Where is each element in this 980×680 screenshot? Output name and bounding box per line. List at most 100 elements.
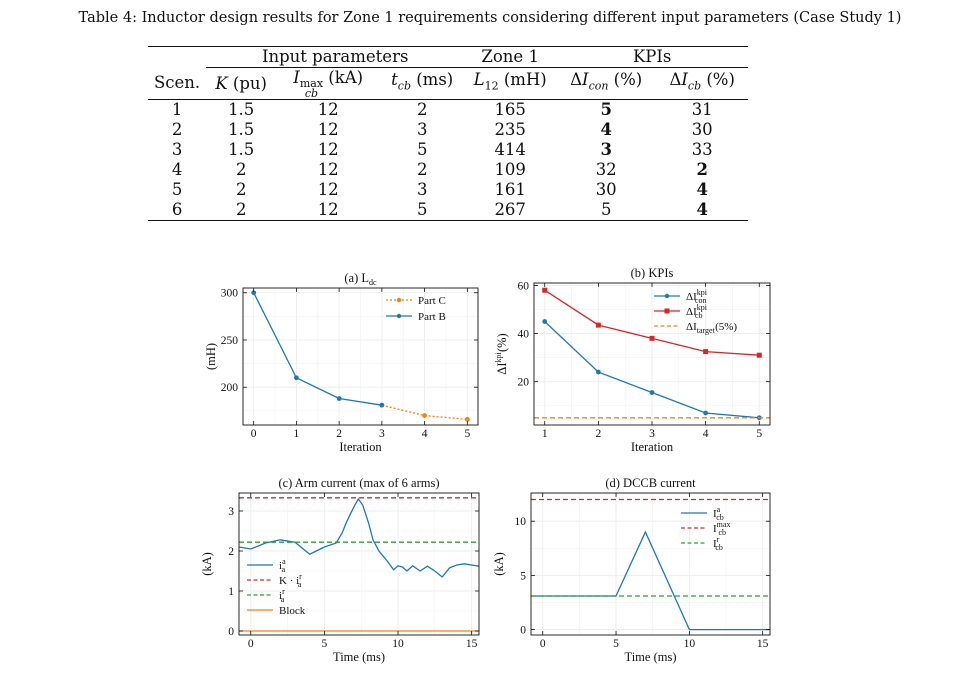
x-tick-label: 15	[466, 638, 478, 650]
y-tick-label: 1	[228, 586, 234, 598]
cell-icb: 12	[276, 200, 381, 221]
y-tick-label: 3	[228, 506, 234, 518]
cell-tcb: 3	[416, 180, 428, 199]
x-axis-label: Iteration	[631, 440, 674, 454]
x-tick-label: 1	[294, 428, 300, 440]
cell-icb: 12	[317, 160, 339, 179]
col-header-dicon: ΔIcon (%)	[556, 67, 657, 100]
x-tick-label: 0	[540, 638, 546, 650]
cell-scen: 3	[171, 140, 183, 159]
data-point	[703, 410, 709, 416]
legend-entry: ia a	[279, 557, 286, 574]
cell-dicon: 32	[595, 160, 617, 179]
col-header-scen: Scen.	[148, 67, 207, 100]
cell-k: 1.5	[228, 100, 255, 119]
data-point	[703, 349, 709, 355]
grid	[531, 493, 770, 635]
chart-b: 1 2 3 4 5 20 40 60 (b) KPIs Iteration ΔIkpi (%) ΔIk…	[494, 266, 771, 454]
data-point	[464, 416, 470, 422]
cell-dicb: 31	[691, 100, 713, 119]
data-point	[595, 322, 601, 328]
x-axis-label: Time (ms)	[333, 650, 385, 664]
table-row: 2 1.5 12 3 235 4 30	[148, 120, 748, 140]
cell-scen: 2	[171, 120, 183, 139]
cell-scen: 6	[148, 200, 207, 221]
legend-entry: Imax cb	[713, 520, 730, 537]
legend-entry: Ia cb	[713, 505, 724, 522]
legend-entry: K · ir a	[279, 572, 302, 589]
cell-tcb: 5	[380, 200, 465, 221]
table-row: 1 1.5 12 2 165 5 31	[148, 100, 748, 121]
legend: Ia cb Imax cb Ir cb	[681, 505, 730, 552]
y-tick-label: 250	[221, 335, 239, 347]
y-tick-label: 60	[518, 280, 530, 292]
cell-scen: 5	[171, 180, 183, 199]
y-axis-label: (kA)	[200, 552, 214, 576]
x-tick-label: 0	[251, 428, 257, 440]
grid	[239, 493, 479, 635]
cell-tcb: 2	[416, 160, 428, 179]
legend-entry: ΔItarget (5%)	[686, 321, 737, 335]
plot-frame	[238, 492, 480, 636]
cell-icb: 12	[317, 120, 339, 139]
table-caption: Table 4: Inductor design results for Zon…	[78, 10, 902, 26]
x-tick-label: 1	[542, 428, 548, 440]
chart-title: (d) DCCB current	[605, 476, 696, 490]
data-point	[422, 413, 427, 418]
x-tick-label: 10	[392, 638, 404, 650]
chart-c: 0 5 10 15 0 1 2 3 (c) Arm current (max of 6 arms…	[200, 476, 480, 664]
cell-dicb: 2	[696, 160, 708, 179]
x-tick-label: 15	[757, 638, 769, 650]
x-tick-label: 3	[379, 428, 385, 440]
col-header-tcb: tcb (ms)	[380, 67, 465, 100]
plot-frame	[530, 492, 771, 636]
cell-dicb: 4	[656, 200, 749, 221]
cell-dicb: 4	[696, 180, 708, 199]
cell-icb: 12	[317, 180, 339, 199]
x-tick-label: 5	[613, 638, 619, 650]
y-axis-label: (kA)	[492, 552, 506, 576]
cell-dicon: 30	[595, 180, 617, 199]
y-tick-label: 0	[228, 626, 234, 638]
cell-scen: 4	[171, 160, 183, 179]
results-table: Input parameters Zone 1 KPIs Scen. K (pu…	[148, 46, 749, 221]
series-line	[239, 497, 479, 578]
cell-tcb: 5	[416, 140, 428, 159]
cell-tcb: 3	[416, 120, 428, 139]
y-axis-label: ΔIkpi (%)	[494, 333, 509, 374]
legend-entry: ir a	[279, 587, 285, 604]
x-tick-label: 10	[684, 638, 696, 650]
data-point	[251, 290, 257, 296]
legend-entry: Part B	[418, 311, 446, 323]
y-tick-label: 40	[518, 329, 530, 341]
cell-dicon: 5	[556, 200, 657, 221]
legend-entry: ΔIkpi con	[686, 288, 708, 305]
series-line	[381, 404, 468, 420]
data-point	[542, 287, 548, 293]
series-line	[253, 292, 383, 406]
cell-k: 2	[235, 160, 247, 179]
cell-k: 2	[206, 200, 277, 221]
cell-l12: 235	[494, 120, 526, 139]
data-point	[595, 369, 601, 375]
cell-dicb: 33	[691, 140, 713, 159]
table-row: 6 2 12 5 267 5 4	[148, 200, 749, 221]
y-axis-label: (mH)	[204, 343, 218, 370]
x-tick-label: 4	[422, 428, 428, 440]
grid	[243, 288, 478, 425]
x-tick-label: 0	[248, 638, 254, 650]
data-point	[542, 319, 548, 324]
chart-title: (a) Ldc	[344, 271, 377, 287]
chart-a: 0 1 2 3 4 5 200 250 300 (a) Ldc Iteration (mH) Part…	[204, 271, 479, 454]
legend: ΔIkpi con ΔIkpi cb ΔItarget (5%)	[654, 288, 737, 335]
cell-l12: 161	[494, 180, 526, 199]
cell-icb: 12	[317, 140, 339, 159]
col-header-k: K (pu)	[206, 67, 277, 100]
table-row: 3 1.5 12 5 414 3 33	[148, 140, 748, 160]
data-point	[649, 335, 655, 341]
plot-frame	[242, 287, 479, 426]
table-row: 4 2 12 2 109 32 2	[148, 160, 748, 180]
group-header-input: Input parameters	[206, 46, 465, 68]
x-tick-label: 2	[336, 428, 342, 440]
